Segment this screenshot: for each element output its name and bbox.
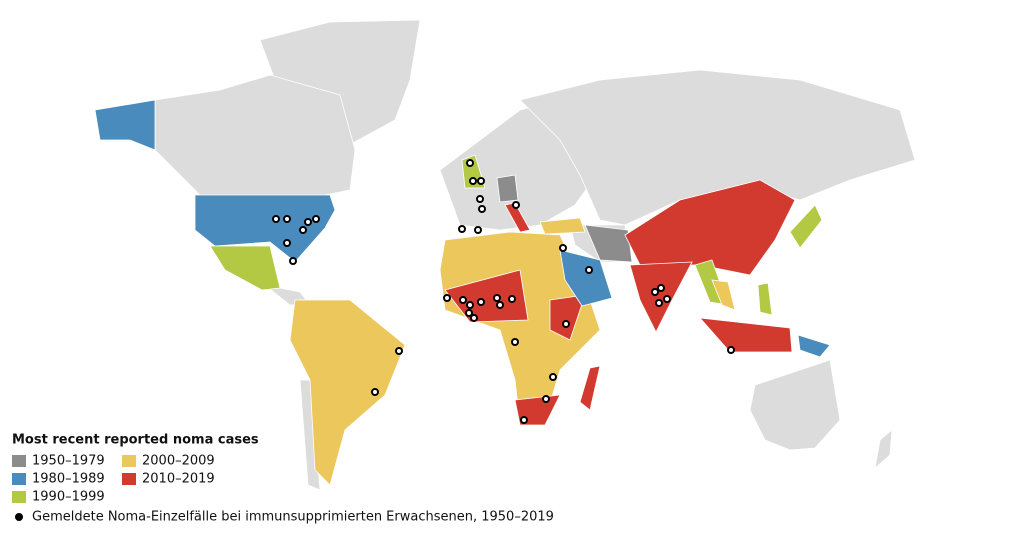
legend-swatch xyxy=(12,491,26,503)
india xyxy=(629,261,693,333)
east-africa xyxy=(549,294,586,341)
germany xyxy=(496,174,519,203)
legend-swatch xyxy=(12,455,26,467)
russia-asia xyxy=(519,69,916,226)
case-point xyxy=(657,284,665,292)
case-point xyxy=(466,301,474,309)
legend-label: 1980–1989 xyxy=(32,472,105,487)
case-point xyxy=(512,201,520,209)
italy xyxy=(504,202,531,233)
philippines xyxy=(757,282,773,316)
case-point xyxy=(289,257,297,265)
mexico xyxy=(209,245,281,291)
japan xyxy=(789,204,823,249)
case-point xyxy=(493,294,501,302)
canada xyxy=(154,74,356,201)
case-point xyxy=(496,301,504,309)
case-point xyxy=(477,298,485,306)
legend-swatch xyxy=(122,455,136,467)
legend-title: Most recent reported noma cases xyxy=(12,433,259,448)
case-point xyxy=(474,226,482,234)
legend-label: 1950–1979 xyxy=(32,454,105,469)
case-points xyxy=(272,159,735,424)
case-point xyxy=(478,205,486,213)
arabia xyxy=(559,249,613,307)
case-point xyxy=(727,346,735,354)
point-symbol xyxy=(15,513,23,521)
west-africa xyxy=(444,269,529,323)
case-point xyxy=(283,239,291,247)
case-point xyxy=(508,295,516,303)
south-america xyxy=(289,299,406,486)
case-point xyxy=(395,347,403,355)
case-point xyxy=(458,225,466,233)
legend-label: 1990–1999 xyxy=(32,490,105,505)
case-point xyxy=(511,338,519,346)
case-point xyxy=(655,299,663,307)
case-point xyxy=(466,159,474,167)
case-point xyxy=(283,215,291,223)
indonesia xyxy=(699,317,793,353)
iran-afghanistan xyxy=(584,224,633,263)
case-point xyxy=(477,177,485,185)
alaska xyxy=(94,99,156,151)
case-point xyxy=(299,226,307,234)
case-point xyxy=(663,295,671,303)
case-point xyxy=(469,177,477,185)
case-point xyxy=(562,320,570,328)
legend-swatch xyxy=(12,473,26,485)
case-point xyxy=(651,288,659,296)
case-point xyxy=(470,314,478,322)
case-point xyxy=(312,215,320,223)
case-point xyxy=(465,309,473,317)
point-legend-label: Gemeldete Noma-Einzelfälle bei immunsupp… xyxy=(32,510,554,525)
legend-swatch xyxy=(122,473,136,485)
case-point xyxy=(272,215,280,223)
case-point xyxy=(459,296,467,304)
case-point xyxy=(371,388,379,396)
case-point xyxy=(443,294,451,302)
legend-label: 2000–2009 xyxy=(142,454,215,469)
papua xyxy=(797,334,831,358)
base-land xyxy=(154,19,916,491)
indochina xyxy=(711,279,736,311)
australia xyxy=(749,359,841,451)
case-point xyxy=(304,218,312,226)
regions xyxy=(94,99,831,486)
legend: Most recent reported noma cases Gemeldet… xyxy=(12,433,554,525)
case-point xyxy=(520,416,528,424)
turkey xyxy=(539,217,586,235)
case-point xyxy=(559,244,567,252)
case-point xyxy=(549,373,557,381)
legend-label: 2010–2019 xyxy=(142,472,215,487)
case-point xyxy=(542,395,550,403)
new-zealand xyxy=(874,429,893,470)
madagascar xyxy=(579,365,601,411)
case-point xyxy=(476,195,484,203)
case-point xyxy=(585,266,593,274)
